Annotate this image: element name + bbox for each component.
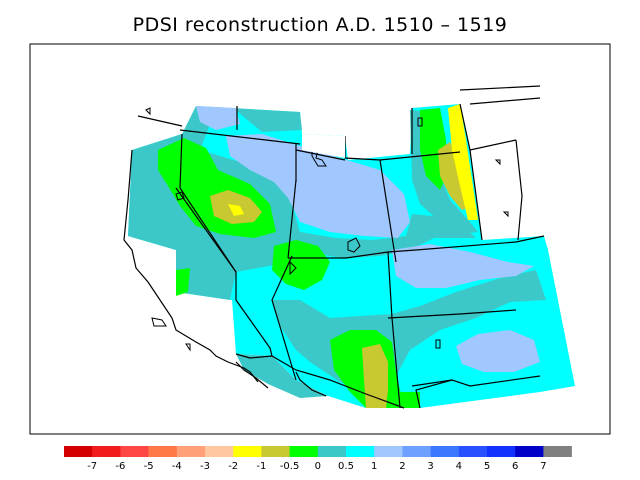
pdsi-region-green-center xyxy=(272,240,330,290)
legend-tick-label: 3 xyxy=(427,461,433,472)
legend-tick-label: -3 xyxy=(200,461,210,472)
legend-swatch xyxy=(430,446,460,457)
legend-tick-label: -0.5 xyxy=(280,461,300,472)
pdsi-region-lightblue-great-basin xyxy=(226,134,410,238)
legend-swatch xyxy=(374,446,403,457)
coastline xyxy=(123,149,405,409)
pdsi-region-olive-south xyxy=(362,344,388,408)
legend-tick-label: 6 xyxy=(512,461,518,472)
pdsi-region-lightblue-se xyxy=(456,330,540,372)
legend-swatch xyxy=(233,446,262,457)
legend-swatch xyxy=(64,446,93,457)
legend-swatch xyxy=(317,446,347,457)
legend-tick-label: 1 xyxy=(371,461,377,472)
legend-tick-label: 4 xyxy=(456,461,462,472)
legend-tick-label: -7 xyxy=(87,461,97,472)
legend-swatch xyxy=(515,446,544,457)
pdsi-region-yellow-nw xyxy=(228,204,244,216)
legend-swatch xyxy=(458,446,488,457)
legend-swatch xyxy=(120,446,149,457)
pdsi-region-yellow-ne xyxy=(448,104,478,220)
no-data-region xyxy=(302,134,345,158)
legend-tick-label: -6 xyxy=(115,461,125,472)
legend-labels: -7 -6 -5 -4 -3 -2 -1 -0.5 0 0.5 1 2 3 4 5 6 7 xyxy=(87,461,546,472)
legend-tick-label: 5 xyxy=(484,461,490,472)
legend-tick-label: 2 xyxy=(399,461,405,472)
legend-swatch xyxy=(487,446,516,457)
pdsi-region-teal-sw xyxy=(236,354,328,398)
legend-swatch xyxy=(346,446,375,457)
legend-swatch xyxy=(543,446,572,457)
pdsi-region-green-se xyxy=(390,392,420,408)
pdsi-region-lightblue-south xyxy=(392,244,534,288)
legend-swatch xyxy=(289,446,319,457)
legend-tick-label: -1 xyxy=(256,461,266,472)
legend-swatch xyxy=(92,446,121,457)
map-frame xyxy=(29,43,611,435)
legend-swatches xyxy=(64,446,572,457)
legend-swatch xyxy=(402,446,431,457)
legend-swatch xyxy=(205,446,234,457)
legend-tick-label: 0.5 xyxy=(338,461,354,472)
legend-tick-label: 0 xyxy=(315,461,321,472)
legend-tick-label: 7 xyxy=(540,461,546,472)
legend-swatch xyxy=(261,446,290,457)
pdsi-region-green-sw xyxy=(176,268,190,296)
map-title: PDSI reconstruction A.D. 1510 – 1519 xyxy=(132,14,508,36)
legend-tick-label: -2 xyxy=(228,461,238,472)
legend-swatch xyxy=(176,446,206,457)
pdsi-region-lightblue-nw xyxy=(196,106,240,130)
legend-tick-label: -5 xyxy=(144,461,154,472)
legend-tick-label: -4 xyxy=(172,461,182,472)
legend-swatch xyxy=(148,446,178,457)
